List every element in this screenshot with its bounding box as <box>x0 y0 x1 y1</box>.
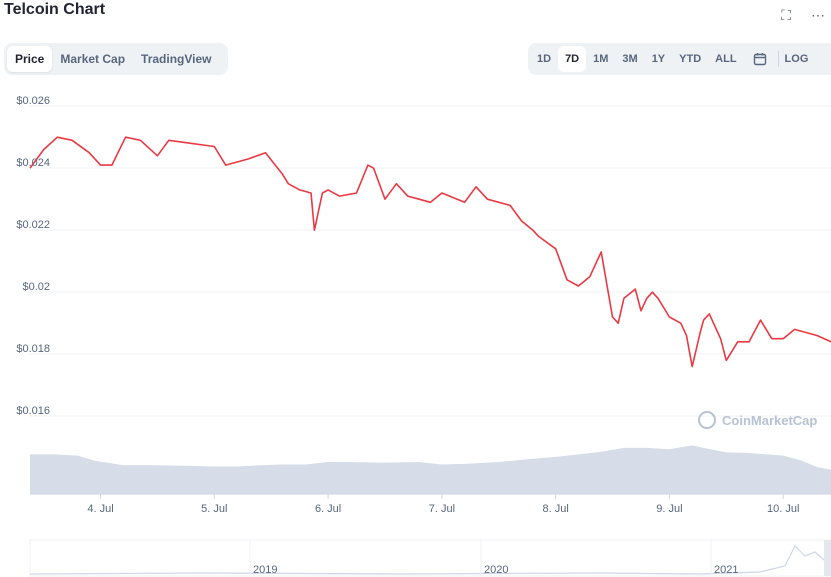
navigator-handle <box>824 540 831 576</box>
range-1d[interactable]: 1D <box>537 53 552 65</box>
range-3m[interactable]: 3M <box>622 53 638 65</box>
range-ytd[interactable]: YTD <box>679 53 702 65</box>
x-tick-label: 8. Jul <box>543 503 569 515</box>
x-tick-label: 4. Jul <box>87 503 113 515</box>
tab-market-cap[interactable]: Market Cap <box>60 52 126 66</box>
volume-area <box>30 445 831 494</box>
x-tick-label: 9. Jul <box>656 503 682 515</box>
navigator-year-label: 2019 <box>253 564 277 576</box>
x-tick-label: 7. Jul <box>429 503 455 515</box>
y-tick-label: $0.024 <box>16 157 50 169</box>
y-tick-label: $0.016 <box>16 405 50 417</box>
price-line-layer <box>29 136 831 368</box>
time-range-selector: 1D 7D 1M 3M 1Y YTD ALL LOG <box>528 43 831 75</box>
range-1y[interactable]: 1Y <box>651 53 666 65</box>
chart-title: Telcoin Chart <box>4 1 106 18</box>
navigator-year-label: 2020 <box>484 564 508 576</box>
coinmarketcap-logo-icon <box>698 411 716 429</box>
x-tick-label: 6. Jul <box>315 503 341 515</box>
log-scale-toggle[interactable]: LOG <box>784 53 809 65</box>
navigator-frame <box>29 539 831 577</box>
range-all[interactable]: ALL <box>715 53 737 65</box>
y-tick-label: $0.018 <box>16 343 50 355</box>
y-tick-label: $0.02 <box>22 281 50 293</box>
more-icon[interactable]: ⋯ <box>811 7 825 23</box>
x-tick-label: 5. Jul <box>201 503 227 515</box>
range-1m[interactable]: 1M <box>593 53 609 65</box>
grid-lines <box>30 105 831 417</box>
watermark-text: CoinMarketCap <box>722 413 817 428</box>
calendar-icon[interactable] <box>750 52 770 66</box>
navigator-line <box>29 544 831 575</box>
price-line <box>29 136 831 368</box>
volume-layer <box>30 445 831 494</box>
fullscreen-icon[interactable]: ⛶ <box>781 7 791 23</box>
navigator-year-label: 2021 <box>714 564 738 576</box>
chart-type-tabs: Price Market Cap TradingView <box>4 43 228 75</box>
y-tick-label: $0.022 <box>16 219 50 231</box>
navigator: 2019 2020 2021 <box>29 539 831 577</box>
header-actions: ⛶ ⋯ <box>781 6 825 24</box>
tab-price[interactable]: Price <box>7 46 53 72</box>
y-axis: $0.026 $0.024 $0.022 $0.02 $0.018 $0.016 <box>16 95 50 417</box>
x-tick-label: 10. Jul <box>767 503 799 515</box>
range-divider <box>777 51 779 67</box>
watermark: CoinMarketCap <box>698 411 817 429</box>
tab-tradingview[interactable]: TradingView <box>141 52 212 66</box>
range-7d[interactable]: 7D <box>558 46 587 72</box>
x-axis: 4. Jul 5. Jul 6. Jul 7. Jul 8. Jul 9. Jul 10. … <box>30 493 831 515</box>
y-tick-label: $0.026 <box>16 95 50 107</box>
